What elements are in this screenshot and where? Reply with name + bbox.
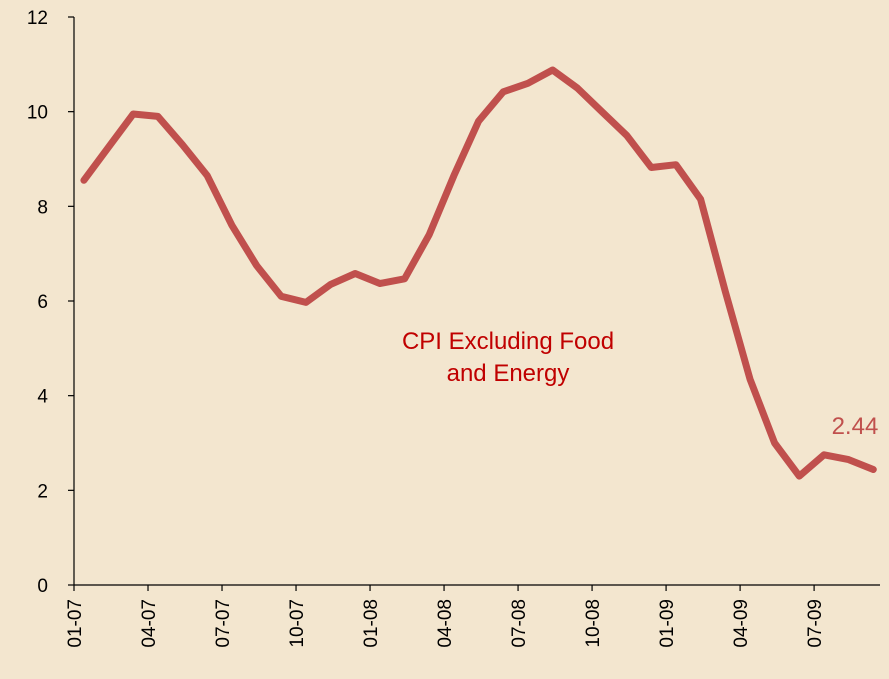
annotation: CPI Excluding Food <box>402 328 614 355</box>
y-tick-label: 4 <box>37 387 48 408</box>
end-value-label: 2.44 <box>832 413 879 440</box>
y-tick-label: 2 <box>37 481 48 502</box>
x-tick-label: 01-08 <box>361 599 382 648</box>
x-tick-label: 07-09 <box>805 599 826 648</box>
y-tick-label: 10 <box>27 103 48 124</box>
annotation: and Energy <box>447 360 570 387</box>
x-tick-label: 04-07 <box>139 599 160 648</box>
y-tick-label: 12 <box>27 8 48 29</box>
x-tick-label: 10-08 <box>583 599 604 648</box>
y-tick-label: 6 <box>37 292 48 313</box>
x-tick-label: 07-07 <box>213 599 234 648</box>
x-tick-label: 04-08 <box>435 599 456 648</box>
x-tick-label: 04-09 <box>731 599 752 648</box>
x-tick-label: 07-08 <box>509 599 530 648</box>
x-tick-label: 01-09 <box>657 599 678 648</box>
y-tick-label: 8 <box>37 197 48 218</box>
x-tick-label: 01-07 <box>65 599 86 648</box>
x-tick-label: 10-07 <box>287 599 308 648</box>
line-series <box>80 66 877 480</box>
y-tick-label: 0 <box>37 576 48 597</box>
